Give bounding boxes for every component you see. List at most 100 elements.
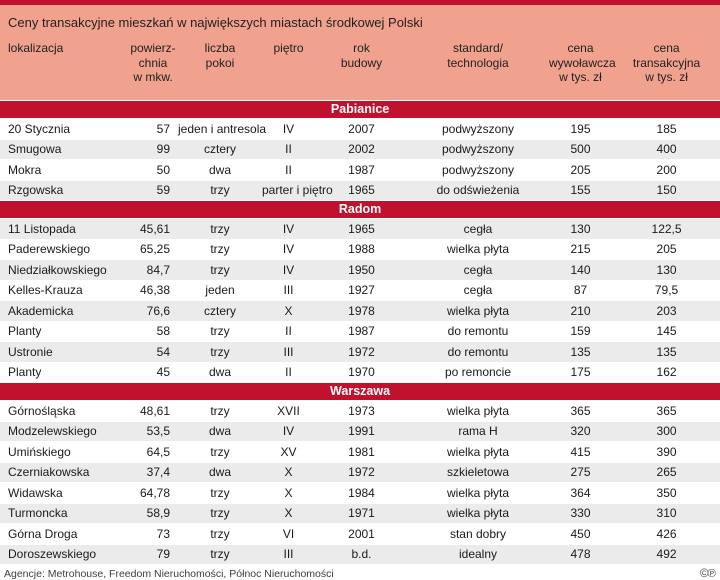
- cell-powierzchnia: 48,61: [128, 400, 178, 421]
- cell-rok-budowy: 2002: [315, 138, 408, 160]
- cell-liczba-pokoi: dwa: [178, 461, 262, 483]
- section-band-pabianice: Pabianice: [0, 100, 720, 119]
- cell-powierzchnia: 59: [128, 179, 178, 201]
- cell-lokalizacja: Modzelewskiego: [0, 420, 128, 442]
- cell-cena-transakcyjna: 145: [613, 320, 720, 342]
- cell-lokalizacja: 20 Stycznia: [0, 118, 128, 139]
- cell-standard: wielka płyta: [408, 300, 548, 321]
- cell-pietro: II: [262, 159, 315, 180]
- cell-rok-budowy: 1965: [315, 179, 408, 201]
- table-row: Smugowa 99 cztery II 2002 podwyższony 500 400: [0, 138, 720, 160]
- cell-liczba-pokoi: trzy: [178, 543, 262, 564]
- cell-pietro: parter i piętro: [262, 179, 333, 201]
- cell-cena-transakcyjna: 203: [613, 300, 720, 321]
- cell-pietro: IV: [262, 259, 315, 280]
- cell-lokalizacja: Doroszewskiego: [0, 543, 128, 564]
- cell-rok-budowy: 1988: [315, 238, 408, 260]
- cell-cena-wywolawcza: 195: [548, 118, 613, 139]
- cell-powierzchnia: 46,38: [128, 279, 178, 301]
- cell-cena-wywolawcza: 87: [548, 279, 613, 301]
- cell-cena-wywolawcza: 320: [548, 420, 613, 442]
- cell-cena-transakcyjna: 150: [613, 179, 720, 201]
- cell-rok-budowy: 1973: [315, 400, 408, 421]
- cell-lokalizacja: Turmoncka: [0, 502, 128, 524]
- cell-powierzchnia: 45: [128, 361, 178, 383]
- cell-cena-wywolawcza: 159: [548, 320, 613, 342]
- cell-powierzchnia: 58,9: [128, 502, 178, 524]
- cell-liczba-pokoi: trzy: [178, 341, 262, 362]
- cell-cena-transakcyjna: 122,5: [613, 218, 720, 239]
- footer: Agencje: Metrohouse, Freedom Nieruchomoś…: [0, 564, 720, 580]
- cell-liczba-pokoi: trzy: [178, 502, 262, 524]
- cell-standard: szkieletowa: [408, 461, 548, 483]
- cell-rok-budowy: 1971: [315, 502, 408, 524]
- col-header-cena-transakcyjna: cena transakcyjna w tys. zł: [613, 37, 720, 101]
- cell-cena-wywolawcza: 215: [548, 238, 613, 260]
- transactions-table: Ceny transakcyjne mieszkań w największyc…: [0, 5, 720, 564]
- cell-cena-transakcyjna: 400: [613, 138, 720, 160]
- cell-cena-transakcyjna: 135: [613, 341, 720, 362]
- source-note: Agencje: Metrohouse, Freedom Nieruchomoś…: [4, 568, 334, 580]
- cell-cena-wywolawcza: 205: [548, 159, 613, 180]
- table-row: Doroszewskiego 79 trzy III b.d. idealny 478 492: [0, 543, 720, 564]
- cell-standard: wielka płyta: [408, 482, 548, 503]
- cell-rok-budowy: 2007: [315, 118, 408, 139]
- table-body: Pabianice 20 Stycznia 57 jeden i antresola I…: [0, 100, 720, 564]
- cell-standard: rama H: [408, 420, 548, 442]
- cell-standard: podwyższony: [408, 118, 548, 139]
- cell-cena-transakcyjna: 310: [613, 502, 720, 524]
- cell-lokalizacja: Ustronie: [0, 341, 128, 362]
- cell-cena-wywolawcza: 210: [548, 300, 613, 321]
- cell-cena-transakcyjna: 390: [613, 441, 720, 462]
- col-header-pietro: piętro: [262, 37, 315, 101]
- cell-standard: wielka płyta: [408, 441, 548, 462]
- col-header-lokalizacja: lokalizacja: [0, 37, 128, 101]
- cell-powierzchnia: 65,25: [128, 238, 178, 260]
- cell-rok-budowy: 2001: [315, 523, 408, 544]
- table-row: Kelles-Krauza 46,38 jeden III 1927 cegła 87 79,…: [0, 279, 720, 301]
- table-row: Ustronie 54 trzy III 1972 do remontu 135 135: [0, 341, 720, 362]
- cell-cena-wywolawcza: 450: [548, 523, 613, 544]
- cell-rok-budowy: 1981: [315, 441, 408, 462]
- cell-powierzchnia: 45,61: [128, 218, 178, 239]
- cell-liczba-pokoi: dwa: [178, 159, 262, 180]
- cell-standard: po remoncie: [408, 361, 548, 383]
- cell-pietro: III: [262, 279, 315, 301]
- cell-standard: wielka płyta: [408, 400, 548, 421]
- cell-pietro: IV: [262, 218, 315, 239]
- cell-liczba-pokoi: trzy: [178, 259, 262, 280]
- cell-lokalizacja: Planty: [0, 361, 128, 383]
- col-header-standard: standard/ technologia: [408, 37, 548, 101]
- table-row: 20 Stycznia 57 jeden i antresola IV 2007 podw…: [0, 118, 720, 139]
- copyright-icon: ©℗: [700, 568, 716, 580]
- cell-cena-wywolawcza: 130: [548, 218, 613, 239]
- cell-cena-transakcyjna: 426: [613, 523, 720, 544]
- table-row: Planty 58 trzy II 1987 do remontu 159 145: [0, 320, 720, 342]
- col-header-rok-budowy: rok budowy: [315, 37, 408, 101]
- cell-standard: do odświeżenia: [408, 179, 548, 201]
- cell-powierzchnia: 79: [128, 543, 178, 564]
- cell-pietro: XV: [262, 441, 315, 462]
- cell-liczba-pokoi: trzy: [178, 238, 262, 260]
- cell-standard: cegła: [408, 279, 548, 301]
- col-header-cena-wywolawcza: cena wywoławcza w tys. zł: [548, 37, 616, 101]
- cell-cena-transakcyjna: 205: [613, 238, 720, 260]
- cell-powierzchnia: 53,5: [128, 420, 178, 442]
- cell-lokalizacja: Niedziałkowskiego: [0, 259, 128, 280]
- page-title: Ceny transakcyjne mieszkań w największyc…: [0, 5, 720, 37]
- cell-powierzchnia: 73: [128, 523, 178, 544]
- cell-pietro: X: [262, 502, 315, 524]
- cell-liczba-pokoi: trzy: [178, 441, 262, 462]
- col-header-liczba-pokoi: liczba pokoi: [178, 37, 262, 101]
- cell-pietro: VI: [262, 523, 315, 544]
- cell-cena-wywolawcza: 140: [548, 259, 613, 280]
- cell-lokalizacja: Planty: [0, 320, 128, 342]
- table-row: Górna Droga 73 trzy VI 2001 stan dobry 450 426: [0, 523, 720, 544]
- cell-liczba-pokoi: cztery: [178, 138, 262, 160]
- cell-cena-transakcyjna: 365: [613, 400, 720, 421]
- cell-standard: cegła: [408, 259, 548, 280]
- table-row: Czerniakowska 37,4 dwa X 1972 szkieletowa 275 2…: [0, 461, 720, 483]
- cell-liczba-pokoi: trzy: [178, 482, 262, 503]
- cell-rok-budowy: 1927: [315, 279, 408, 301]
